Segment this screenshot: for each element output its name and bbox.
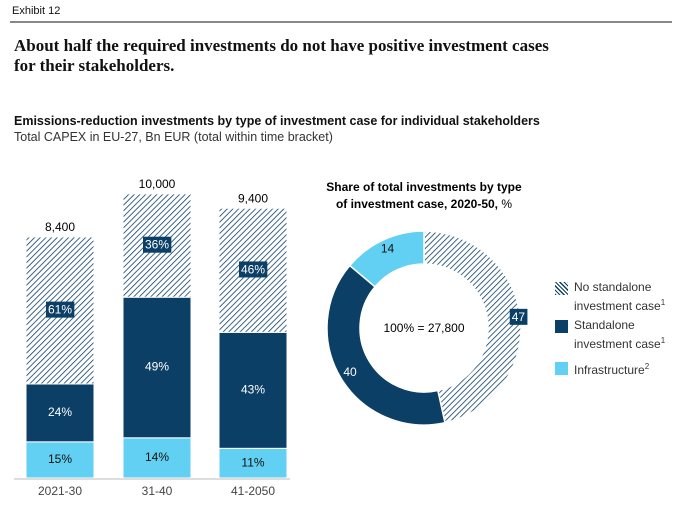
legend-swatch [555,320,568,333]
legend-entry: Standalone investment case1 [574,317,674,352]
bar-label-bg [45,301,75,318]
legend-entry: Infrastructure2 [574,359,674,378]
bar-segment [25,441,95,479]
slice-label-bg [509,308,528,325]
slice-label: 40 [343,365,357,379]
donut-slice [423,230,522,424]
legend-label: No standalone investment case [574,280,661,313]
x-tick-label: 41-2050 [231,484,275,498]
bar-segment [218,331,288,449]
legend-swatch [555,282,568,295]
donut-slice [326,264,446,426]
slice-label: 14 [381,242,395,256]
bar-segment [122,437,192,479]
bar-label: 46% [241,262,265,276]
x-tick-label: 2021-30 [38,484,82,498]
legend-entry: No standalone investment case1 [574,279,674,314]
chart-title: Emissions-reduction investments by type … [14,114,540,128]
donut-slice [348,230,425,288]
chart-subtitle: Total CAPEX in EU-27, Bn EUR (total with… [14,130,333,144]
total-label: 8,400 [45,220,75,234]
bar-label: 24% [48,405,72,419]
pie-title: of investment case, 2020-50, [336,197,498,211]
pie-title: of investment case, 2020-50, % [336,197,512,211]
headline: About half the required investments do n… [14,36,549,75]
bar-segment [218,447,288,479]
x-tick-label: 31-40 [142,484,173,498]
bar-label: 61% [48,303,72,317]
legend-footnote: 1 [660,298,666,307]
bar-label-bg [238,261,268,278]
center-label: 100% = 27,800 [383,321,464,335]
pie-unit: % [501,197,512,211]
legend-footnote: 1 [660,336,666,345]
legend-label: Standalone investment case [574,318,661,351]
exhibit: Exhibit 12 [12,5,61,17]
bar-label: 15% [48,452,72,466]
bar-label: 49% [145,360,169,374]
bar-label: 14% [145,450,169,464]
legend-swatch [555,362,568,375]
total-label: 9,400 [238,191,268,205]
legend-label: Infrastructure [574,363,645,377]
bar-segment [122,296,192,439]
bar-label: 43% [241,382,265,396]
bar-label-bg [142,236,172,253]
slice-label: 47 [512,310,526,324]
bar-label: 11% [241,455,264,469]
bar-label: 36% [145,238,169,252]
legend-footnote: 2 [644,362,650,371]
total-label: 10,000 [139,177,176,191]
pie-title: Share of total investments by type [326,180,522,194]
